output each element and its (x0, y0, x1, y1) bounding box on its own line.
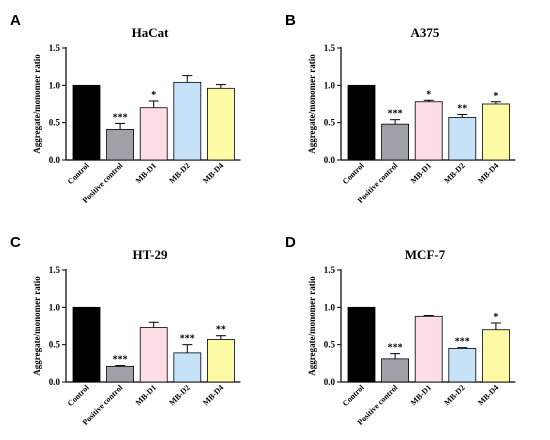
y-tick-label: 1.0 (324, 80, 336, 90)
y-axis-label: Aggregate/monomer ratio (32, 54, 42, 154)
y-axis-label: Aggregate/monomer ratio (32, 276, 42, 376)
bar-mb-d2 (173, 352, 202, 383)
x-category-label: MB-D2 (167, 161, 191, 185)
bar-mb-d4 (481, 103, 510, 161)
significance-marker: *** (455, 337, 470, 348)
y-axis-label: Aggregate/monomer ratio (307, 54, 317, 154)
chart-title: HaCat (132, 25, 170, 40)
y-tick-label: 0.5 (324, 118, 336, 128)
x-category-label: MB-D1 (134, 383, 158, 407)
y-tick-label: 1.5 (49, 265, 61, 275)
chart-title: HT-29 (133, 247, 168, 262)
x-category-label: Control (66, 161, 92, 187)
bar-mb-d1 (414, 315, 443, 383)
y-tick-label: 1.5 (324, 265, 336, 275)
chart-panel-D: D MCF-7 Aggregate/monomer ratio 0.0 0.5 1.0 1.… (285, 234, 516, 427)
x-category-label: MB-D4 (201, 161, 225, 185)
significance-marker: * (426, 89, 431, 100)
y-tick-label: 0.0 (49, 155, 61, 165)
x-category-label: MB-D4 (476, 161, 500, 185)
y-tick-label: 1.5 (324, 43, 336, 53)
x-category-label: MB-D2 (167, 383, 191, 407)
significance-marker: ** (216, 325, 226, 336)
x-category-label: Control (341, 161, 367, 187)
panel-letter: C (10, 234, 21, 251)
x-category-label: MB-D1 (134, 161, 158, 185)
bar-control (72, 306, 101, 383)
bar-mb-d2 (448, 117, 477, 161)
panel-letter: A (10, 12, 21, 29)
x-category-label: MB-D4 (201, 383, 225, 407)
panel-letter: B (285, 12, 296, 29)
y-tick-label: 1.0 (49, 80, 61, 90)
x-category-label: MB-D1 (409, 161, 433, 185)
x-category-label: MB-D2 (442, 383, 466, 407)
significance-marker: *** (388, 109, 403, 120)
bar-mb-d4 (206, 339, 235, 383)
bar-mb-d2 (173, 81, 202, 161)
bar-mb-d1 (139, 107, 168, 161)
bar-mb-d1 (414, 101, 443, 161)
bar-positive-control (381, 358, 409, 383)
chart-title: MCF-7 (405, 247, 446, 262)
bar-mb-d4 (206, 87, 235, 161)
panel-letter: D (285, 234, 296, 251)
significance-marker: *** (388, 343, 403, 354)
y-tick-label: 0.5 (49, 340, 61, 350)
y-tick-label: 0.0 (324, 155, 336, 165)
significance-marker: *** (113, 355, 128, 366)
y-tick-label: 0.5 (49, 118, 61, 128)
significance-marker: *** (180, 334, 195, 345)
bar-positive-control (106, 128, 134, 161)
bar-mb-d1 (139, 327, 168, 383)
y-tick-label: 0.5 (324, 340, 336, 350)
significance-marker: *** (113, 112, 128, 123)
x-category-label: MB-D1 (409, 383, 433, 407)
chart-panel-C: C HT-29 Aggregate/monomer ratio 0.0 0.5 1.0 1.… (10, 234, 241, 427)
y-tick-label: 0.0 (324, 377, 336, 387)
y-tick-label: 1.0 (324, 302, 336, 312)
x-category-label: MB-D4 (476, 383, 500, 407)
x-category-label: Control (66, 383, 92, 409)
significance-marker: ** (457, 103, 467, 114)
chart-panel-B: B A375 Aggregate/monomer ratio 0.0 0.5 1.0 1.5… (285, 12, 516, 205)
bar-control (347, 84, 376, 161)
y-axis-label: Aggregate/monomer ratio (307, 276, 317, 376)
x-category-label: Control (341, 383, 367, 409)
chart-title: A375 (411, 25, 440, 40)
y-tick-label: 0.0 (49, 377, 61, 387)
chart-panel-A: A HaCat Aggregate/monomer ratio 0.0 0.5 1.0 1.… (10, 12, 241, 205)
bar-control (347, 306, 376, 383)
significance-marker: * (151, 90, 156, 101)
significance-marker: * (493, 91, 498, 102)
y-tick-label: 1.0 (49, 302, 61, 312)
bar-mb-d2 (448, 348, 477, 383)
bar-control (72, 84, 101, 161)
x-category-label: MB-D2 (442, 161, 466, 185)
bar-positive-control (381, 123, 409, 161)
significance-marker: * (493, 312, 498, 323)
y-tick-label: 1.5 (49, 43, 61, 53)
bar-mb-d4 (481, 329, 510, 383)
bar-positive-control (106, 365, 134, 383)
